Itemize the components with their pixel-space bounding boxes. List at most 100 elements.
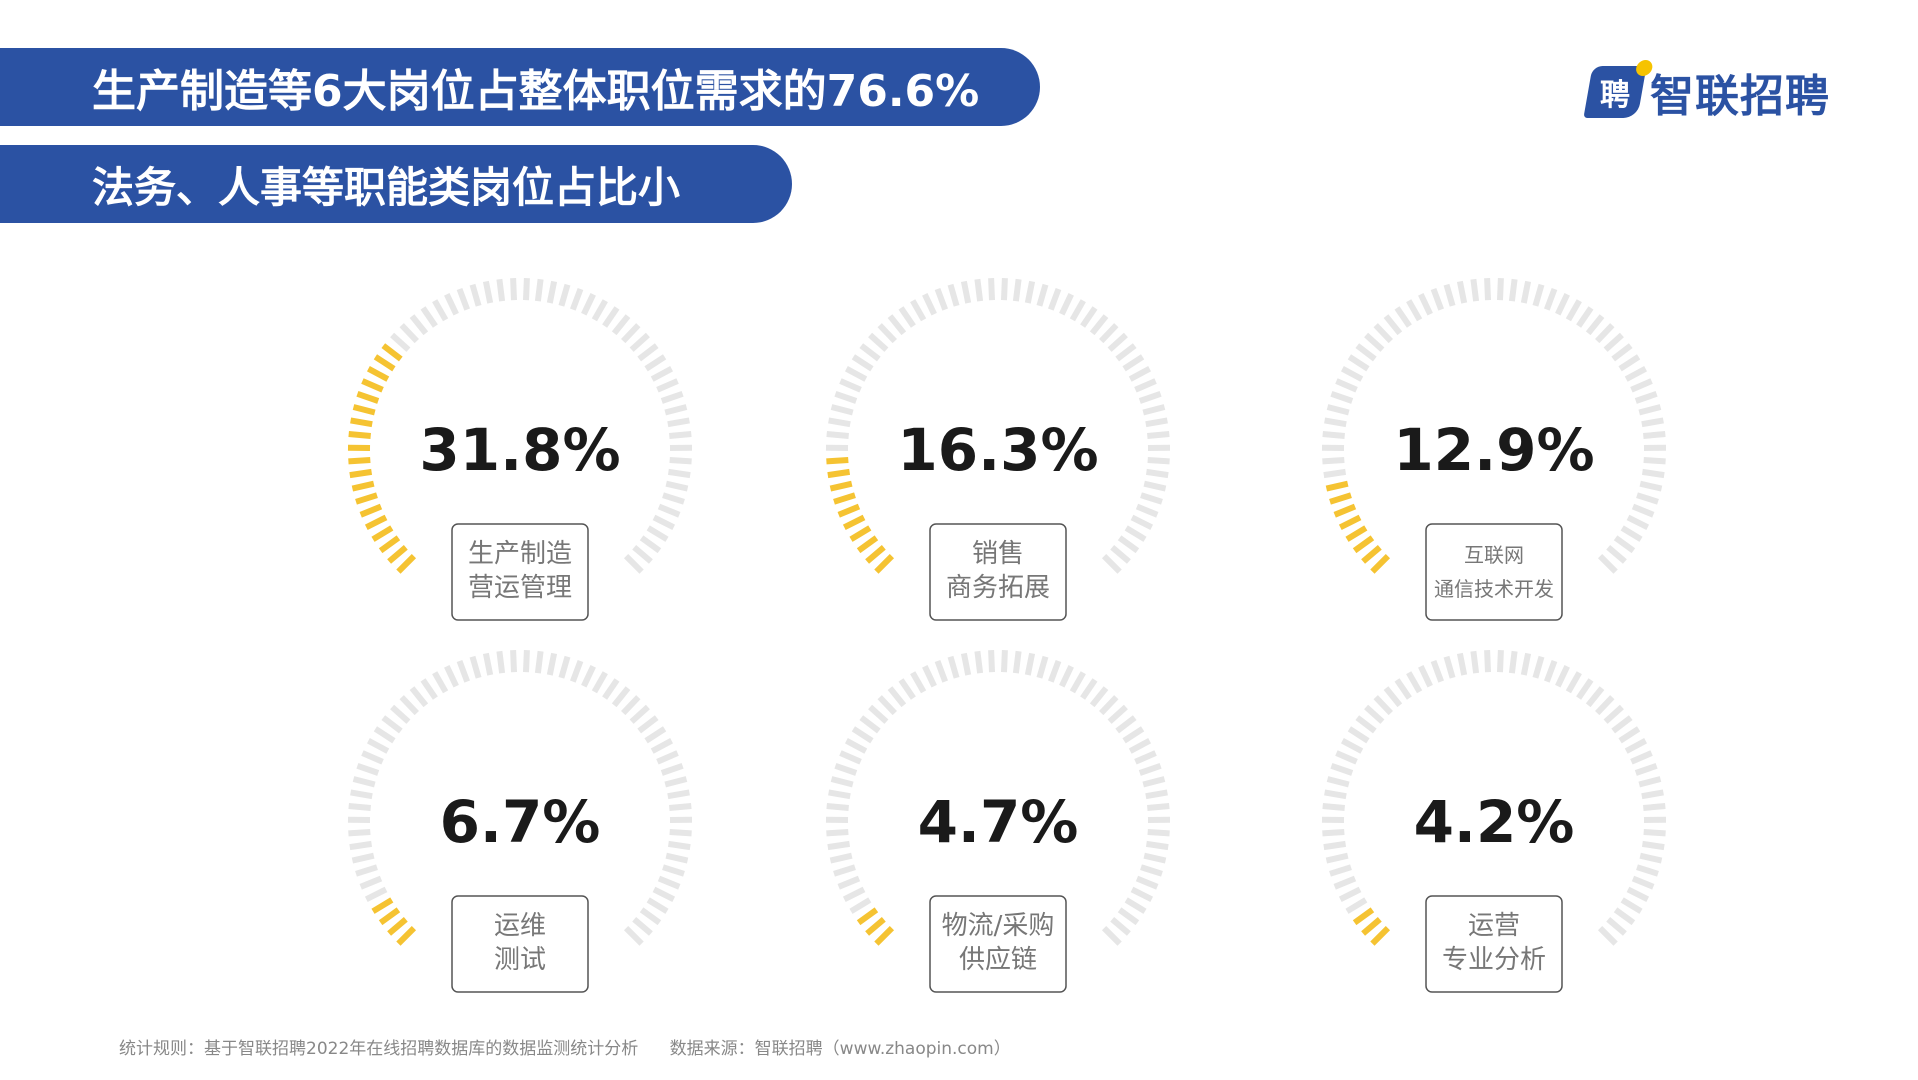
gauge-tick-track bbox=[1122, 354, 1145, 372]
gauge-tick-track bbox=[1641, 789, 1664, 800]
gauge-tick-track bbox=[974, 278, 984, 302]
gauge-tick-track bbox=[1597, 925, 1618, 946]
gauge-tick-track bbox=[1603, 704, 1624, 724]
gauge-tick-filled bbox=[1352, 907, 1375, 926]
gauge-tick-track bbox=[1080, 306, 1098, 328]
gauge-tick-track bbox=[1047, 287, 1062, 311]
gauge-tick-track bbox=[611, 314, 631, 336]
gauge-tick-track bbox=[1338, 886, 1362, 902]
gauge-tick-track bbox=[510, 277, 517, 301]
gauge-tick-track bbox=[1630, 750, 1653, 765]
gauge-tick-track bbox=[1330, 390, 1354, 404]
gauge-tick-track bbox=[1373, 323, 1393, 344]
gauge-tick-track bbox=[496, 650, 506, 674]
gauge-tick-track bbox=[444, 293, 459, 316]
gauge-tick-track bbox=[1613, 907, 1636, 926]
gauge-tick-track bbox=[1576, 678, 1594, 700]
gauge-tick-track bbox=[602, 306, 620, 328]
gauge-tick-track bbox=[1117, 907, 1140, 926]
gauge-tick-track bbox=[591, 671, 608, 694]
gauge-tick-track bbox=[546, 280, 558, 304]
gauge-tick-track bbox=[827, 840, 851, 851]
gauge-tick-track bbox=[657, 503, 681, 518]
gauge-tick-track bbox=[1145, 468, 1169, 479]
gauge-tick-track bbox=[839, 378, 862, 393]
gauge-tick-track bbox=[1138, 390, 1162, 404]
gauge-tick-track bbox=[1595, 695, 1615, 716]
gauge-value: 31.8% bbox=[419, 416, 620, 484]
gauge-tick-filled bbox=[352, 404, 376, 416]
gauge-tick-filled bbox=[350, 417, 373, 428]
gauge-tick-track bbox=[887, 686, 907, 708]
category-label-box bbox=[451, 895, 589, 993]
gauge-tick-track bbox=[1497, 277, 1504, 301]
gauge-tick-filled bbox=[1345, 525, 1368, 542]
gauge-tick-track bbox=[1641, 417, 1664, 428]
gauge-tick-track bbox=[1620, 525, 1643, 542]
gauge-tick-track bbox=[839, 750, 862, 765]
gauge-tick-track bbox=[1626, 514, 1650, 530]
gauge-tick-track bbox=[667, 840, 691, 851]
gauge-tick-filled bbox=[371, 897, 394, 914]
gauge-tick-track bbox=[637, 715, 659, 734]
category-label-line: 运维 bbox=[494, 911, 546, 941]
gauge-value: 12.9% bbox=[1393, 416, 1594, 484]
gauge-tick-filled bbox=[874, 925, 895, 946]
gauge-tick-track bbox=[1565, 299, 1582, 322]
gauge-tick-track bbox=[1099, 323, 1119, 344]
gauge-tick-track bbox=[1639, 480, 1663, 492]
gauge-tick-track bbox=[1603, 332, 1624, 352]
gauge-tick-track bbox=[1631, 503, 1655, 518]
gauge-tick-track bbox=[1340, 366, 1364, 382]
gauge-tick-track bbox=[1595, 323, 1615, 344]
gauge-tick-track bbox=[650, 366, 674, 382]
gauge-tick-track bbox=[409, 686, 429, 708]
gauge-tick-track bbox=[629, 332, 650, 352]
category-label-line: 供应链 bbox=[959, 945, 1037, 975]
gauge-tick-track bbox=[646, 897, 669, 914]
gauge-tick-track bbox=[420, 678, 438, 700]
gauge-tick-track bbox=[844, 738, 868, 754]
gauge-tick-track bbox=[1618, 726, 1641, 744]
gauge-tick-track bbox=[1089, 686, 1109, 708]
gauge-tick-track bbox=[1611, 343, 1633, 362]
gauge-tick-filled bbox=[349, 468, 373, 479]
gauge-tick-filled bbox=[1338, 514, 1362, 530]
gauge-tick-track bbox=[660, 390, 684, 404]
gauge-tick-track bbox=[637, 343, 659, 362]
gauge-tick-track bbox=[629, 704, 650, 724]
gauge-tick-track bbox=[1115, 343, 1137, 362]
gauge-tick-track bbox=[373, 726, 396, 744]
gauge-tick-track bbox=[1147, 457, 1170, 465]
gauge-tick-track bbox=[1345, 897, 1368, 914]
gauge-tick-track bbox=[662, 864, 685, 877]
gauge-tick-track bbox=[1059, 293, 1074, 316]
gauge-tick-track bbox=[1147, 829, 1170, 837]
gauge-tick-track bbox=[1080, 678, 1098, 700]
gauge-tick-track bbox=[1576, 306, 1594, 328]
gauge-tick-track bbox=[534, 278, 544, 302]
gauge-tick-track bbox=[1012, 278, 1022, 302]
gauge-tick-track bbox=[399, 323, 419, 344]
gauge-tick-track bbox=[1383, 314, 1403, 336]
gauge-tick-track bbox=[348, 803, 371, 811]
gauge-tick-track bbox=[390, 332, 411, 352]
gauge-tick-track bbox=[1147, 803, 1170, 811]
gauge-tick-track bbox=[1107, 704, 1128, 724]
gauge-tick-track bbox=[1613, 535, 1636, 554]
gauge-tick-track bbox=[1624, 738, 1648, 754]
gauge-tick-track bbox=[859, 343, 881, 362]
gauge-tick-track bbox=[1024, 280, 1036, 304]
gauge-tick-track bbox=[669, 829, 692, 837]
footer-rule: 统计规则：基于智联招聘2022年在线招聘数据库的数据监测统计分析 bbox=[119, 1039, 639, 1059]
gauge-tick-track bbox=[456, 659, 471, 683]
gauge-tick-track bbox=[432, 299, 449, 322]
gauge-tick-track bbox=[1110, 545, 1131, 564]
gauge-tick-filled bbox=[378, 535, 401, 554]
gauge-tick-track bbox=[482, 280, 494, 304]
gauge-tick-filled bbox=[361, 378, 384, 393]
category-label-box bbox=[1425, 895, 1563, 993]
gauge-tick-track bbox=[1326, 776, 1350, 788]
